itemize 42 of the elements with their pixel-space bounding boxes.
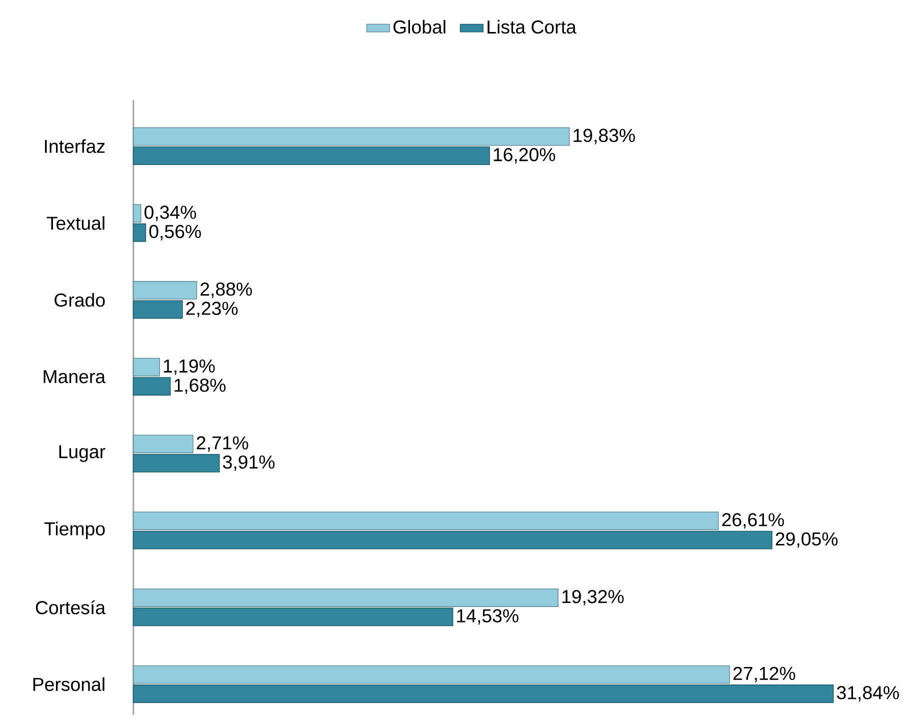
bar bbox=[132, 530, 772, 550]
bar bbox=[132, 665, 730, 684]
bar bbox=[132, 127, 570, 146]
bar bbox=[132, 588, 558, 607]
bar bbox=[132, 512, 719, 530]
data-label: 26,61% bbox=[722, 513, 784, 529]
data-label: 0,56% bbox=[149, 224, 201, 240]
data-label: 19,83% bbox=[574, 128, 635, 144]
data-label: 2,88% bbox=[200, 282, 252, 298]
bar bbox=[132, 281, 198, 300]
y-tick-label: Personal bbox=[33, 677, 104, 692]
bar bbox=[132, 223, 146, 242]
data-label: 1,68% bbox=[174, 378, 226, 394]
bar bbox=[132, 204, 142, 223]
data-label: 19,32% bbox=[562, 590, 624, 606]
bar bbox=[132, 684, 834, 704]
legend-label: Global bbox=[394, 20, 446, 34]
data-label: 0,34% bbox=[144, 206, 196, 222]
y-tick-label: Grado bbox=[54, 293, 105, 307]
bar bbox=[132, 146, 490, 166]
data-label: 2,71% bbox=[196, 436, 248, 452]
bar bbox=[132, 454, 220, 472]
data-label: 2,23% bbox=[186, 302, 238, 318]
bar bbox=[132, 300, 183, 319]
y-tick-label: Lugar bbox=[59, 445, 106, 462]
y-tick-label: Textual bbox=[46, 216, 104, 230]
y-tick-label: Tiempo bbox=[44, 522, 105, 540]
data-label: 3,91% bbox=[222, 456, 275, 471]
y-tick-label: Manera bbox=[44, 370, 106, 384]
data-label: 16,20% bbox=[494, 148, 556, 164]
legend-label: Lista Corta bbox=[488, 20, 576, 34]
y-tick-label: Interfaz bbox=[44, 139, 105, 154]
bar bbox=[132, 358, 160, 376]
data-label: 27,12% bbox=[733, 666, 796, 682]
y-tick-label: Cortesía bbox=[36, 600, 106, 614]
bar bbox=[132, 377, 171, 396]
data-label: 31,84% bbox=[836, 686, 899, 702]
data-label: 1,19% bbox=[164, 359, 215, 375]
data-label: 29,05% bbox=[776, 532, 838, 548]
bar bbox=[132, 434, 194, 454]
data-label: 14,53% bbox=[457, 609, 518, 625]
bar bbox=[132, 608, 454, 626]
